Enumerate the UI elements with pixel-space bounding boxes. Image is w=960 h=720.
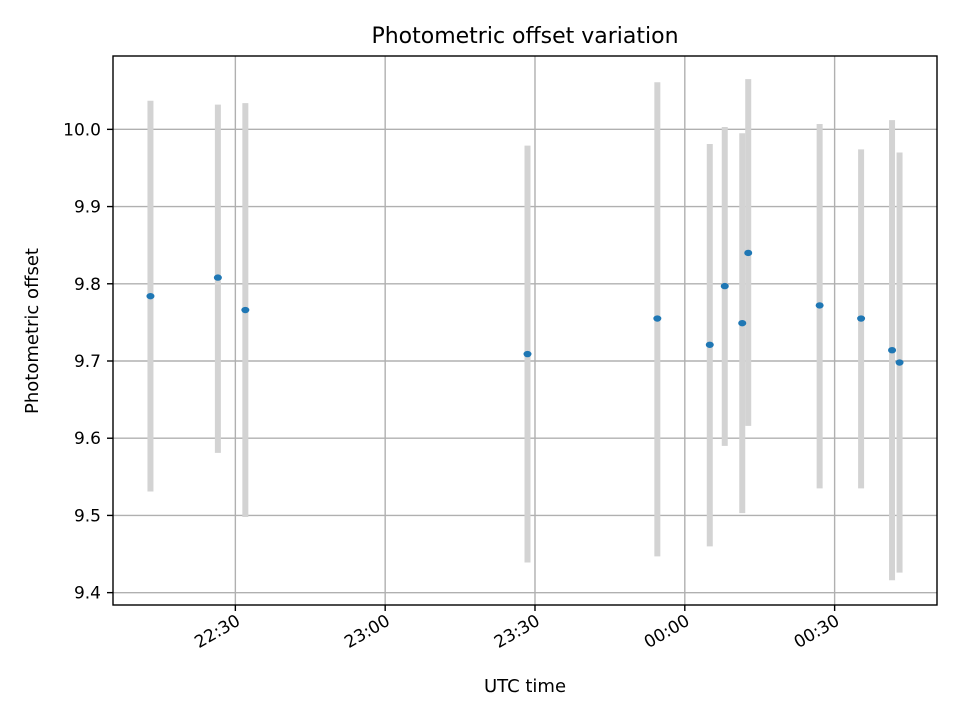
x-axis-ticks: 22:30 23:00 23:30 00:00 00:30 [191,605,843,653]
x-tick-label: 22:30 [191,611,243,653]
data-point [738,319,747,327]
y-tick-label: 9.6 [74,429,101,449]
chart-title: Photometric offset variation [371,24,678,49]
data-point [888,346,897,354]
y-tick-label: 9.4 [74,584,101,604]
y-axis-ticks: 9.4 9.5 9.6 9.7 9.8 9.9 10.0 [63,120,113,604]
data-point [213,274,222,281]
y-tick-label: 9.7 [74,352,101,372]
data-point [895,359,904,366]
y-tick-label: 9.5 [74,506,101,526]
y-tick-label: 9.9 [74,198,101,218]
x-tick-label: 23:00 [341,611,393,653]
data-point [523,350,532,358]
y-axis-label: Photometric offset [22,248,43,414]
x-tick-label: 00:00 [641,611,693,653]
x-tick-label: 23:30 [491,611,543,653]
data-point [815,302,824,309]
data-point [705,341,714,348]
data-point [653,315,662,322]
y-tick-label: 9.8 [74,275,101,295]
data-point [720,282,729,290]
data-point [146,292,155,300]
data-points [146,249,904,366]
data-point [241,306,250,314]
y-tick-label: 10.0 [63,120,101,140]
data-point [744,249,753,257]
x-axis-label: UTC time [484,676,566,697]
plot-frame [112,55,938,606]
data-point [857,315,866,322]
x-tick-label: 00:30 [791,611,843,653]
